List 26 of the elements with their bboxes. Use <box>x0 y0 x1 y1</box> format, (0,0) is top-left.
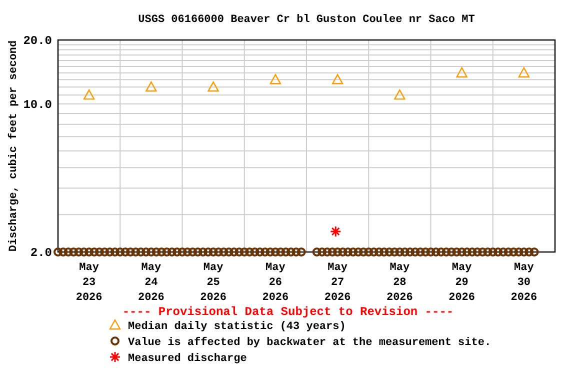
legend-label: Value is affected by backwater at the measurement site. <box>128 336 492 349</box>
x-tick-label: May 28 2026 <box>386 262 413 304</box>
y-tick-label: 2.0 <box>30 246 52 260</box>
x-tick-label: May 26 2026 <box>262 262 289 304</box>
point <box>330 226 342 238</box>
x-tick-label: May 30 2026 <box>510 262 538 304</box>
point <box>146 81 157 92</box>
text: ---- Provisional Data Subject to Revision ---- <box>122 305 454 319</box>
point <box>332 74 344 84</box>
x-tick-label: May 27 2026 <box>324 262 351 304</box>
point <box>394 89 406 100</box>
point <box>518 67 530 78</box>
x-tick-label: May 23 2026 <box>76 262 102 304</box>
point <box>208 81 219 92</box>
legend-label: Measured discharge <box>128 352 248 365</box>
x-tick-label: May 25 2026 <box>200 262 227 304</box>
y-tick-label: 20.0 <box>23 34 52 48</box>
x-tick-label: May 24 2026 <box>138 262 164 304</box>
y-tick-label: 10.0 <box>23 98 52 112</box>
chart-title: USGS 06166000 Beaver Cr bl Guston Coulee nr Saco MT <box>138 14 476 26</box>
point <box>83 89 95 100</box>
y-axis-title: Discharge, cubic feet per second <box>7 40 20 252</box>
point <box>456 67 468 78</box>
legend-label: Median daily statistic (43 years) <box>128 320 346 333</box>
point <box>270 74 282 84</box>
x-tick-label: May 29 2026 <box>448 262 476 304</box>
